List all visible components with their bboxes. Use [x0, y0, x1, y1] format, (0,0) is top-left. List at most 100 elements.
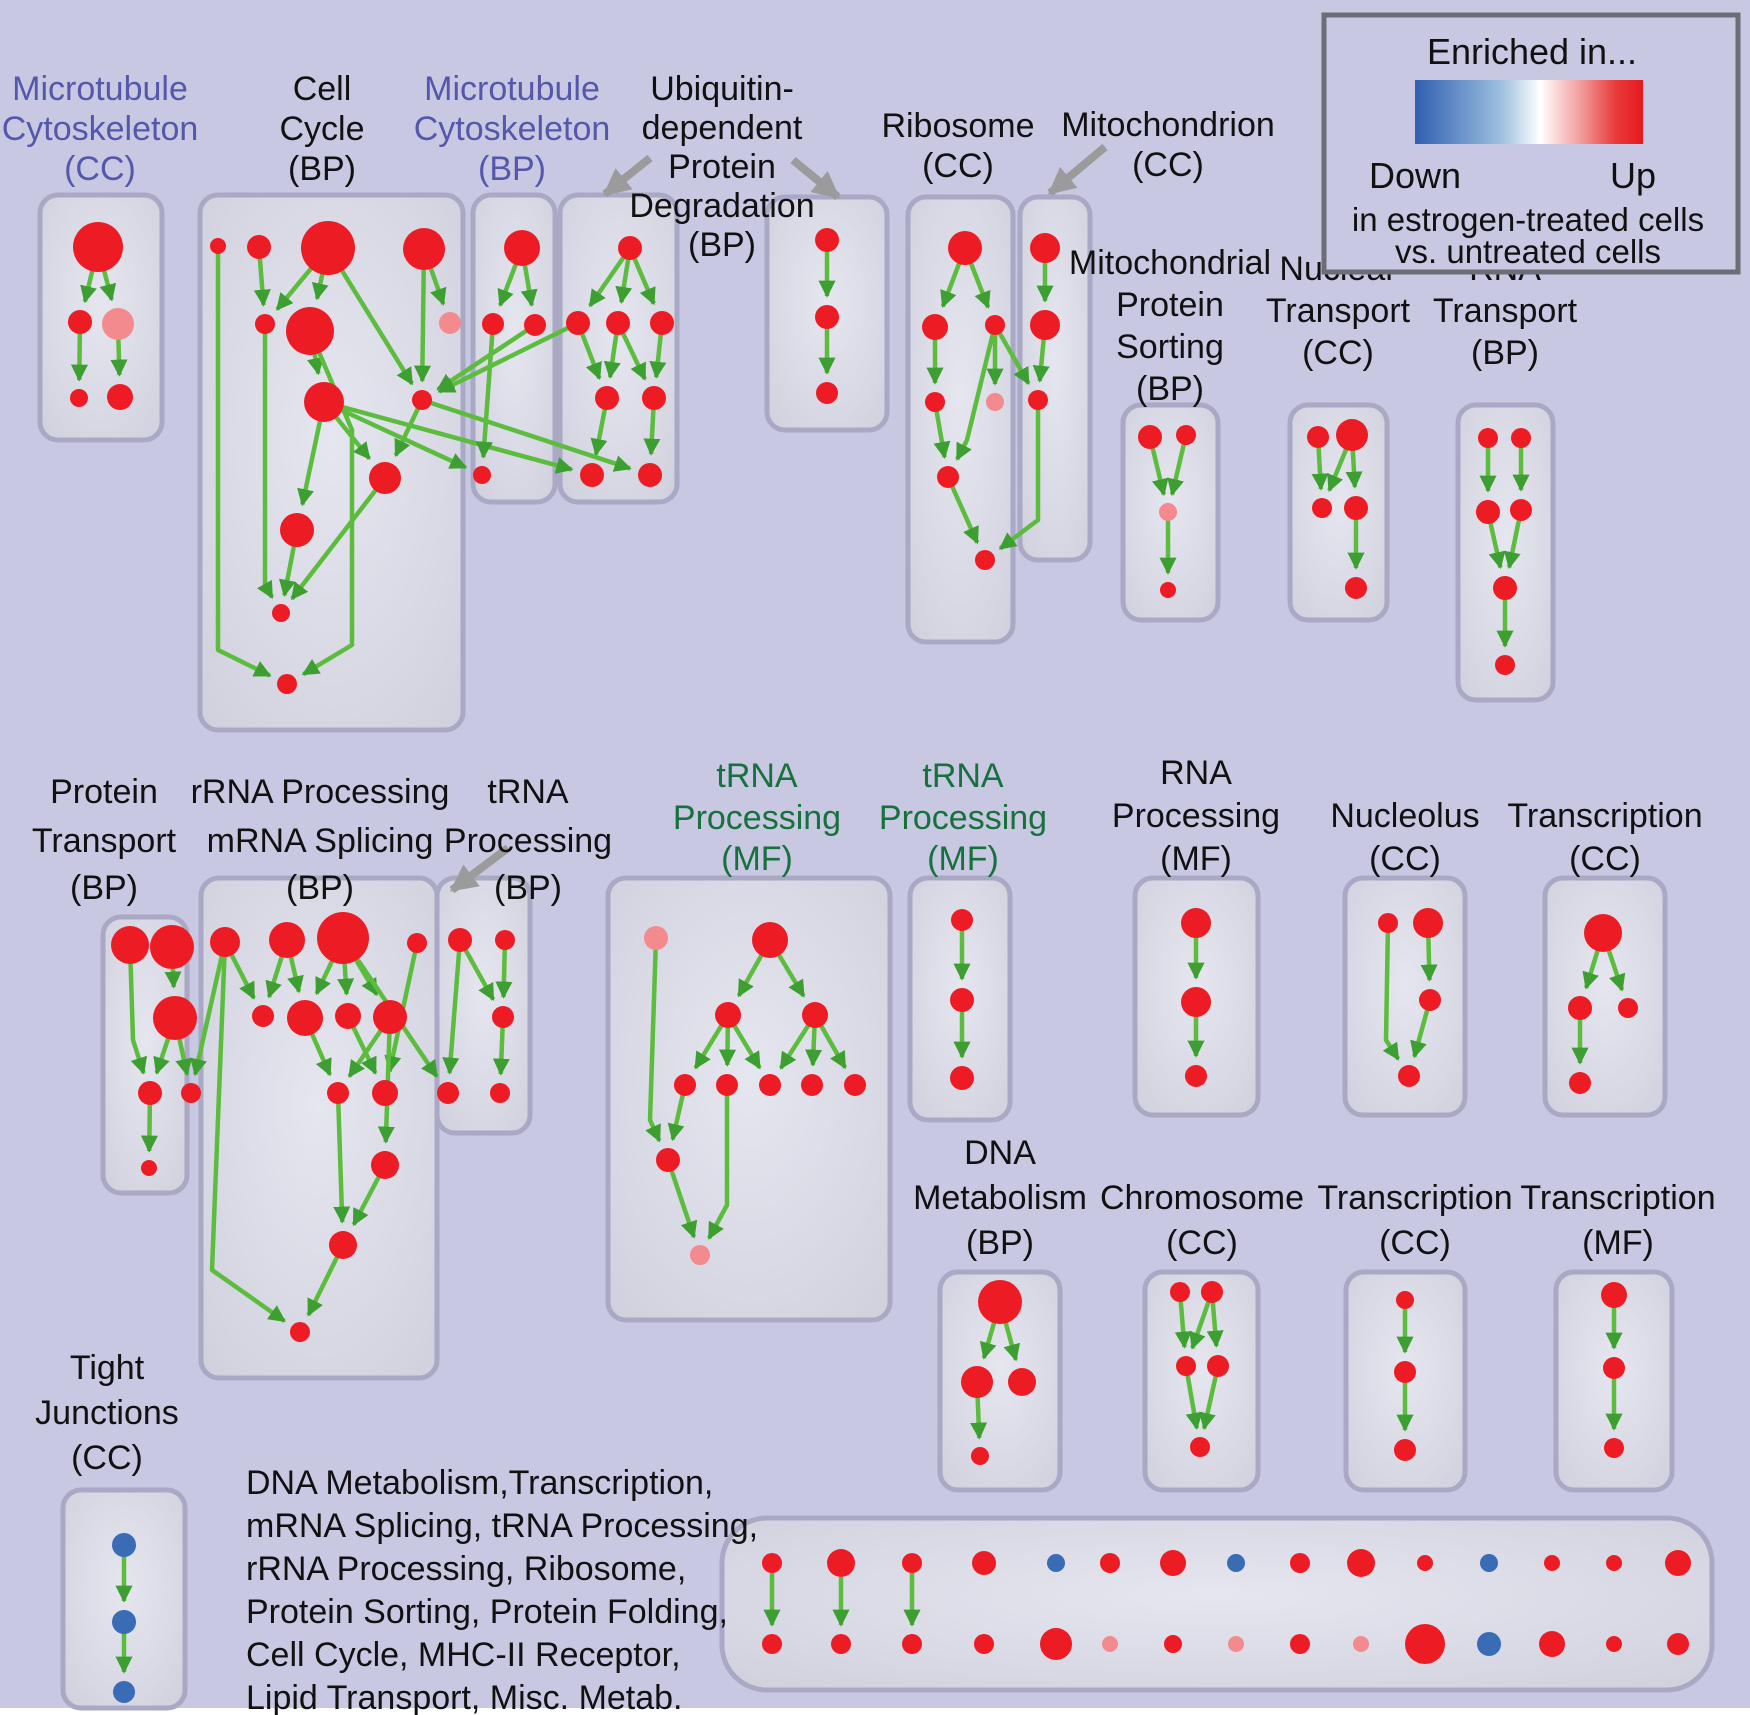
cluster-box-chromosome [1142, 1269, 1261, 1493]
misc-node-top-0-red [762, 1553, 782, 1573]
bottom-margin [0, 1708, 1750, 1715]
node-s2-red [1394, 1361, 1416, 1383]
node-tj1-blue [112, 1533, 136, 1557]
edge-re-rh [333, 1092, 351, 1224]
cluster-label-ubiq-line4: Degradation [629, 187, 814, 225]
edge-b8-d7 [323, 399, 574, 474]
cluster-label-ubiq-line3: Protein [668, 148, 776, 186]
cluster-label-protein-transport-line2: Transport [32, 822, 177, 860]
cluster-label-cell-cycle-line2: Cycle [279, 110, 364, 148]
footer-text-line3: rRNA Processing, Ribosome, [246, 1550, 686, 1588]
node-t2-red [495, 930, 515, 950]
node-f5-pink [986, 393, 1004, 411]
footer-text-line2: mRNA Splicing, tRNA Processing, [246, 1507, 758, 1545]
node-l8-red [801, 1074, 823, 1096]
node-tj2-blue [112, 1610, 136, 1634]
node-h1-red [1138, 425, 1162, 449]
cluster-label-mt-bp-line1: Microtubule [424, 70, 600, 108]
node-h2-red [1176, 425, 1196, 445]
legend: Enriched in... Down Up in estrogen-treated … [1321, 12, 1741, 275]
footer-text-line1: DNA Metabolism,Transcription, [246, 1464, 713, 1502]
misc-node-bottom-14-red [1667, 1633, 1689, 1655]
node-g2-red [1030, 310, 1060, 340]
node-b11-red [280, 513, 314, 547]
misc-node-top-5-red [1100, 1553, 1120, 1573]
edge-r1-k5 [190, 941, 228, 1077]
node-b2-red [247, 235, 271, 259]
node-cr5-red [1190, 1437, 1210, 1457]
node-r4-red [407, 933, 427, 953]
cluster-label-nucleolus-line2: (CC) [1369, 840, 1441, 878]
cluster-label-mito-sorting-line4: (BP) [1136, 370, 1204, 408]
edge-c2-c4 [475, 323, 496, 459]
node-b9-red [412, 390, 432, 410]
node-q4-red [971, 1447, 989, 1465]
node-o2-red [1413, 908, 1443, 938]
node-o1-red [1378, 913, 1398, 933]
node-e3-red [816, 382, 838, 404]
cluster-label-mito-sorting-line1: Mitochondrial [1069, 244, 1271, 282]
cluster-label-mt-cc-line2: Cytoskeleton [2, 110, 199, 148]
legend-gradient-bar [1415, 80, 1643, 144]
misc-node-top-6-red [1160, 1550, 1186, 1576]
node-q3-red [1008, 1368, 1036, 1396]
edge-b1-b13 [215, 246, 272, 678]
misc-node-top-4-blue [1047, 1554, 1065, 1572]
node-n2-red [1181, 987, 1211, 1017]
misc-node-top-2-red [902, 1553, 922, 1573]
node-l3-red [715, 1002, 741, 1028]
misc-node-bottom-0-red [762, 1634, 782, 1654]
cluster-label-chromosome-line2: (CC) [1166, 1224, 1238, 1262]
node-j1-red [1478, 428, 1498, 448]
node-rc-red [335, 1003, 361, 1029]
misc-node-bottom-9-pink [1353, 1636, 1369, 1652]
cluster-label-ubiq-line5: (BP) [688, 226, 756, 264]
node-a2-red [68, 310, 92, 334]
misc-node-bottom-3-red [974, 1634, 994, 1654]
node-g1-red [1030, 233, 1060, 263]
cluster-label-ubiq-line2: dependent [642, 109, 803, 147]
node-rf-red [372, 1080, 398, 1106]
misc-node-top-14-red [1665, 1550, 1691, 1576]
misc-node-bottom-12-red [1539, 1631, 1565, 1657]
node-re-red [327, 1082, 349, 1104]
cluster-label-trna-bp-line3: (BP) [494, 869, 562, 907]
node-d6-red [642, 386, 666, 410]
node-r2-red [269, 922, 305, 958]
cluster-label-protein-transport-line1: Protein [50, 773, 158, 811]
cluster-label-mt-bp-line3: (BP) [478, 150, 546, 188]
cluster-label-transcription-cc-2-line2: (CC) [1379, 1224, 1451, 1262]
node-b12-red [272, 604, 290, 622]
node-a5-red [107, 384, 133, 410]
node-s1-red [1396, 1291, 1414, 1309]
misc-node-bottom-5-pink [1102, 1636, 1118, 1652]
node-tm2-red [1603, 1357, 1625, 1379]
node-rg-red [371, 1151, 399, 1179]
misc-node-top-11-blue [1480, 1554, 1498, 1572]
node-cr2-red [1201, 1281, 1223, 1303]
node-c4-red [473, 466, 491, 484]
cluster-label-rrna-line2: mRNA Splicing [207, 822, 434, 860]
node-c1-red [504, 230, 540, 266]
node-tj3-blue [113, 1681, 135, 1703]
edge-l1-l10 [645, 937, 662, 1143]
cluster-label-trna-mf-1-line3: (MF) [721, 840, 793, 878]
node-l9-red [844, 1074, 866, 1096]
node-k6-red [141, 1160, 157, 1176]
node-a3-pink [102, 308, 134, 340]
node-f6-red [937, 466, 959, 488]
cluster-label-transcription-cc-1-line2: (CC) [1569, 840, 1641, 878]
misc-node-top-13-red [1606, 1555, 1622, 1571]
edge-l6-l11 [707, 1085, 730, 1240]
cluster-box-rrna [198, 875, 440, 1381]
cluster-label-dna-metabolism-line1: DNA [964, 1134, 1036, 1172]
cluster-label-trna-mf-2-line1: tRNA [922, 757, 1004, 795]
node-r3-red [317, 912, 369, 964]
footer-text-line5: Cell Cycle, MHC-II Receptor, [246, 1636, 681, 1674]
node-d1-red [618, 236, 642, 260]
node-p3-red [1618, 998, 1638, 1018]
node-n3-red [1185, 1065, 1207, 1087]
edge-g3-f7 [998, 400, 1041, 551]
node-a1-red [73, 222, 123, 272]
node-l1-pink [644, 926, 668, 950]
